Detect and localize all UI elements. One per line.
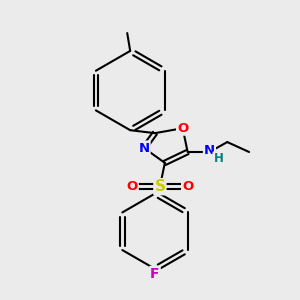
Text: F: F bbox=[150, 267, 160, 281]
Text: O: O bbox=[177, 122, 188, 135]
Text: N: N bbox=[139, 142, 150, 154]
Text: O: O bbox=[182, 180, 193, 193]
Text: S: S bbox=[154, 179, 165, 194]
Text: H: H bbox=[213, 152, 223, 165]
Text: N: N bbox=[204, 143, 215, 157]
Text: O: O bbox=[127, 180, 138, 193]
